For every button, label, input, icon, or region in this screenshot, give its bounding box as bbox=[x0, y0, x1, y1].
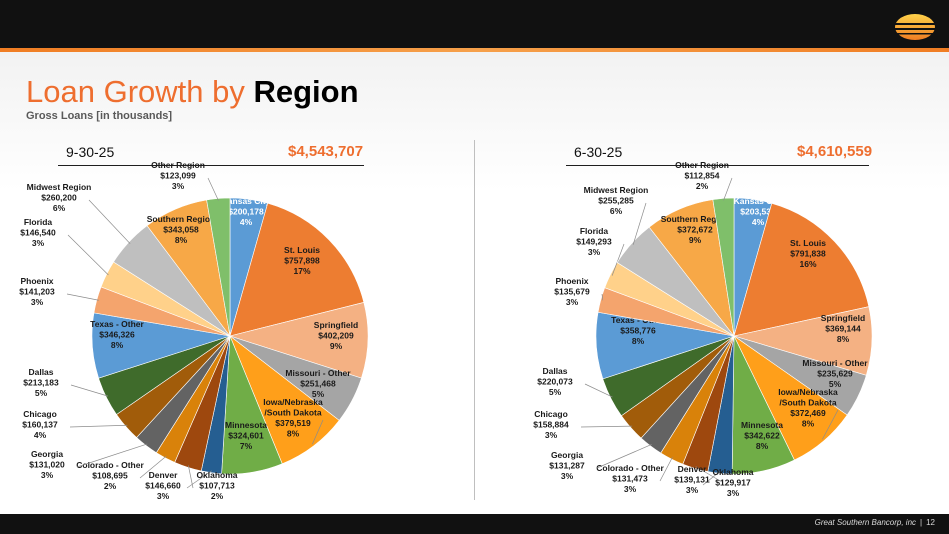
left-leader-midwest-region bbox=[88, 199, 131, 244]
right-label-midwest-region: Midwest Region $255,285 6% bbox=[584, 185, 649, 216]
left-leader-georgia bbox=[76, 443, 148, 468]
left-label-chicago: Chicago $160,137 4% bbox=[22, 409, 58, 440]
right-label-kansas-city: Kansas City $203,534 4% bbox=[734, 196, 783, 227]
left-leader-oklahoma bbox=[186, 470, 212, 489]
left-leader-dallas bbox=[70, 384, 109, 397]
right-label-oklahoma: Oklahoma $129,917 3% bbox=[712, 467, 753, 498]
left-label-kansas-city: Kansas City $200,178 4% bbox=[222, 196, 271, 227]
left-label-colorado-other: Colorado - Other $108,695 2% bbox=[76, 460, 144, 491]
right-label-iowa-nebraska-south-dakota: Iowa/Nebraska/South Dakota $372,469 8% bbox=[778, 387, 838, 429]
left-label-missouri-other: Missouri - Other $251,468 5% bbox=[285, 368, 351, 399]
page-title: Loan Growth by Region bbox=[26, 74, 359, 110]
right-label-phoenix: Phoenix $135,679 3% bbox=[554, 276, 590, 307]
right-leader-georgia bbox=[596, 444, 652, 469]
left-label-minnesota: Minnesota $324,601 7% bbox=[225, 420, 267, 451]
left-leader-denver bbox=[188, 465, 194, 489]
right-label-springfield: Springfield $369,144 8% bbox=[821, 313, 865, 344]
right-slice-st-louis bbox=[733, 202, 870, 337]
left-label-florida: Florida $146,540 3% bbox=[20, 217, 56, 248]
top-bar bbox=[0, 0, 949, 48]
right-label-other-region: Other Region $112,854 2% bbox=[675, 160, 729, 191]
left-label-denver: Denver $146,660 3% bbox=[145, 470, 181, 501]
right-leader-florida bbox=[611, 243, 625, 276]
title-light: Loan Growth by bbox=[26, 74, 245, 109]
right-leader-colorado-other bbox=[659, 457, 673, 482]
left-chart-underline bbox=[58, 165, 364, 166]
left-label-dallas: Dallas $213,183 5% bbox=[23, 367, 59, 398]
right-label-minnesota: Minnesota $342,622 8% bbox=[741, 420, 783, 451]
left-label-other-region: Other Region $123,099 3% bbox=[151, 160, 205, 191]
left-slice-other-region bbox=[206, 197, 231, 337]
left-label-midwest-region: Midwest Region $260,200 6% bbox=[27, 182, 92, 213]
right-leader-oklahoma bbox=[702, 471, 721, 486]
right-slice-other-region bbox=[712, 197, 735, 337]
right-label-st-louis: St. Louis $791,838 16% bbox=[790, 238, 826, 269]
right-chart-date: 6-30-25 bbox=[574, 144, 623, 160]
right-chart-underline bbox=[566, 165, 869, 166]
right-leader-dallas bbox=[584, 383, 613, 398]
left-label-phoenix: Phoenix $141,203 3% bbox=[19, 276, 55, 307]
right-leader-phoenix bbox=[601, 293, 604, 301]
page-subtitle: Gross Loans [in thousands] bbox=[26, 110, 173, 122]
right-label-southern-region: Southern Region $372,672 9% bbox=[661, 214, 729, 245]
left-leader-iowa-nebraska-south-dakota bbox=[312, 419, 324, 445]
left-leader-other-region bbox=[207, 177, 219, 201]
bottom-bar bbox=[0, 514, 949, 534]
left-label-springfield: Springfield $402,209 9% bbox=[314, 320, 358, 351]
right-label-dallas: Dallas $220,073 5% bbox=[537, 366, 573, 397]
company-logo-icon bbox=[893, 14, 937, 40]
right-leader-iowa-nebraska-south-dakota bbox=[822, 409, 839, 440]
title-bold: Region bbox=[253, 74, 359, 109]
left-label-georgia: Georgia $131,020 3% bbox=[29, 449, 65, 480]
footer: Great Southern Bancorp, inc | 12 bbox=[815, 518, 935, 527]
right-label-chicago: Chicago $158,884 3% bbox=[533, 409, 569, 440]
footer-page-number: 12 bbox=[926, 518, 935, 527]
footer-separator: | bbox=[920, 518, 923, 527]
left-label-oklahoma: Oklahoma $107,713 2% bbox=[196, 470, 237, 501]
right-leader-chicago bbox=[580, 425, 633, 428]
right-label-georgia: Georgia $131,287 3% bbox=[549, 450, 585, 481]
top-accent-stripe bbox=[0, 48, 949, 52]
left-leader-phoenix bbox=[66, 293, 99, 301]
left-chart-date: 9-30-25 bbox=[66, 144, 115, 160]
left-leader-florida bbox=[67, 234, 109, 276]
right-leader-other-region bbox=[723, 177, 733, 201]
right-leader-midwest-region bbox=[632, 202, 647, 245]
left-label-iowa-nebraska-south-dakota: Iowa/Nebraska/South Dakota $379,519 8% bbox=[263, 397, 323, 439]
right-label-missouri-other: Missouri - Other $235,629 5% bbox=[802, 358, 868, 389]
left-chart-total: $4,543,707 bbox=[288, 143, 364, 160]
left-leader-colorado-other bbox=[139, 455, 167, 479]
right-label-florida: Florida $149,293 3% bbox=[576, 226, 612, 257]
footer-company: Great Southern Bancorp, inc bbox=[814, 518, 917, 527]
right-leader-denver bbox=[695, 466, 723, 483]
right-label-colorado-other: Colorado - Other $131,473 3% bbox=[596, 463, 664, 494]
right-label-texas-other: Texas - Other $358,776 8% bbox=[611, 315, 665, 346]
right-label-denver: Denver $139,131 3% bbox=[674, 464, 710, 495]
right-chart-total: $4,610,559 bbox=[797, 143, 873, 160]
left-label-st-louis: St. Louis $757,898 17% bbox=[284, 245, 320, 276]
left-slice-st-louis bbox=[229, 202, 365, 337]
left-leader-chicago bbox=[69, 424, 128, 428]
chart-divider bbox=[474, 140, 475, 500]
left-label-southern-region: Southern Region $343,058 8% bbox=[147, 214, 215, 245]
left-label-texas-other: Texas - Other $346,326 8% bbox=[90, 319, 144, 350]
